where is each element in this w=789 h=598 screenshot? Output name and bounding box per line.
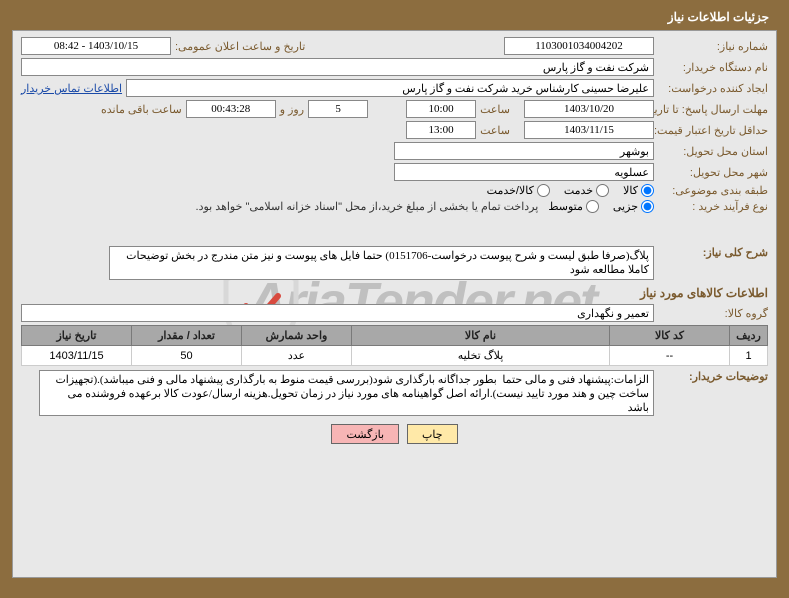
buyer-contact-link[interactable]: اطلاعات تماس خریدار (21, 82, 122, 95)
td-date: 1403/11/15 (22, 346, 132, 366)
pub-datetime-field[interactable] (21, 37, 171, 55)
radio-service[interactable]: خدمت (564, 184, 609, 197)
th-unit: واحد شمارش (242, 326, 352, 346)
goods-table: ردیف کد کالا نام کالا واحد شمارش تعداد /… (21, 325, 768, 366)
main-panel: AriaTender.net شماره نیاز: تاریخ و ساعت … (12, 30, 777, 578)
lbl-buyer-org: نام دستگاه خریدار: (658, 61, 768, 74)
table-row: 1 -- پلاگ تخلیه عدد 50 1403/11/15 (22, 346, 768, 366)
lbl-goods-group: گروه کالا: (658, 307, 768, 320)
th-date: تاریخ نیاز (22, 326, 132, 346)
lbl-response-deadline: مهلت ارسال پاسخ: تا تاریخ: (658, 103, 768, 116)
td-qty: 50 (132, 346, 242, 366)
radio-service-label: خدمت (564, 184, 593, 197)
back-button[interactable]: بازگشت (331, 424, 399, 444)
radio-goods[interactable]: کالا (623, 184, 654, 197)
radio-medium-input[interactable] (586, 200, 599, 213)
radio-both-input[interactable] (537, 184, 550, 197)
radio-minor[interactable]: جزیی (613, 200, 654, 213)
lbl-pub-datetime: تاریخ و ساعت اعلان عمومی: (175, 40, 305, 53)
lbl-time-remaining: ساعت باقی مانده (101, 103, 182, 116)
radio-medium[interactable]: متوسط (548, 200, 599, 213)
td-name: پلاگ تخلیه (352, 346, 610, 366)
lbl-hour-2: ساعت (480, 124, 510, 137)
radio-both-label: کالا/خدمت (487, 184, 534, 197)
lbl-province: استان محل تحویل: (658, 145, 768, 158)
title-bar: جزئیات اطلاعات نیاز (12, 6, 777, 30)
price-date-field[interactable] (524, 121, 654, 139)
radio-minor-input[interactable] (641, 200, 654, 213)
buyer-notes-textarea[interactable] (39, 370, 654, 416)
th-code: کد کالا (610, 326, 730, 346)
radio-minor-label: جزیی (613, 200, 638, 213)
need-number-field[interactable] (504, 37, 654, 55)
td-unit: عدد (242, 346, 352, 366)
td-row: 1 (730, 346, 768, 366)
lbl-hour-1: ساعت (480, 103, 510, 116)
resp-date-field[interactable] (524, 100, 654, 118)
print-button[interactable]: چاپ (407, 424, 458, 444)
province-field[interactable] (394, 142, 654, 160)
lbl-days-and: روز و (280, 103, 304, 116)
lbl-buyer-notes: توضیحات خریدار: (658, 370, 768, 383)
resp-time-field[interactable] (406, 100, 476, 118)
window: جزئیات اطلاعات نیاز AriaTender.net شماره… (0, 0, 789, 598)
th-row: ردیف (730, 326, 768, 346)
purchase-radio-group: جزیی متوسط (548, 200, 654, 213)
radio-goods-label: کالا (623, 184, 638, 197)
days-left-field[interactable] (308, 100, 368, 118)
subject-radio-group: کالا خدمت کالا/خدمت (487, 184, 654, 197)
goods-group-field[interactable] (21, 304, 654, 322)
goods-info-header: اطلاعات کالاهای مورد نیاز (21, 286, 768, 300)
city-field[interactable] (394, 163, 654, 181)
radio-goods-input[interactable] (641, 184, 654, 197)
price-time-field[interactable] (406, 121, 476, 139)
lbl-brief: شرح کلی نیاز: (658, 246, 768, 259)
radio-medium-label: متوسط (548, 200, 583, 213)
th-name: نام کالا (352, 326, 610, 346)
td-code: -- (610, 346, 730, 366)
radio-service-input[interactable] (596, 184, 609, 197)
lbl-city: شهر محل تحویل: (658, 166, 768, 179)
radio-both[interactable]: کالا/خدمت (487, 184, 550, 197)
brief-textarea[interactable] (109, 246, 654, 280)
lbl-subject-class: طبقه بندی موضوعی: (658, 184, 768, 197)
th-qty: تعداد / مقدار (132, 326, 242, 346)
purchase-note: پرداخت تمام یا بخشی از مبلغ خرید،از محل … (196, 200, 539, 213)
buyer-org-field[interactable] (21, 58, 654, 76)
lbl-purchase-type: نوع فرآیند خرید : (658, 200, 768, 213)
lbl-need-number: شماره نیاز: (658, 40, 768, 53)
time-left-field[interactable] (186, 100, 276, 118)
lbl-requester: ایجاد کننده درخواست: (658, 82, 768, 95)
requester-field[interactable] (126, 79, 654, 97)
lbl-price-validity: حداقل تاریخ اعتبار قیمت: تا تاریخ: (658, 124, 768, 137)
button-row: چاپ بازگشت (21, 424, 768, 444)
